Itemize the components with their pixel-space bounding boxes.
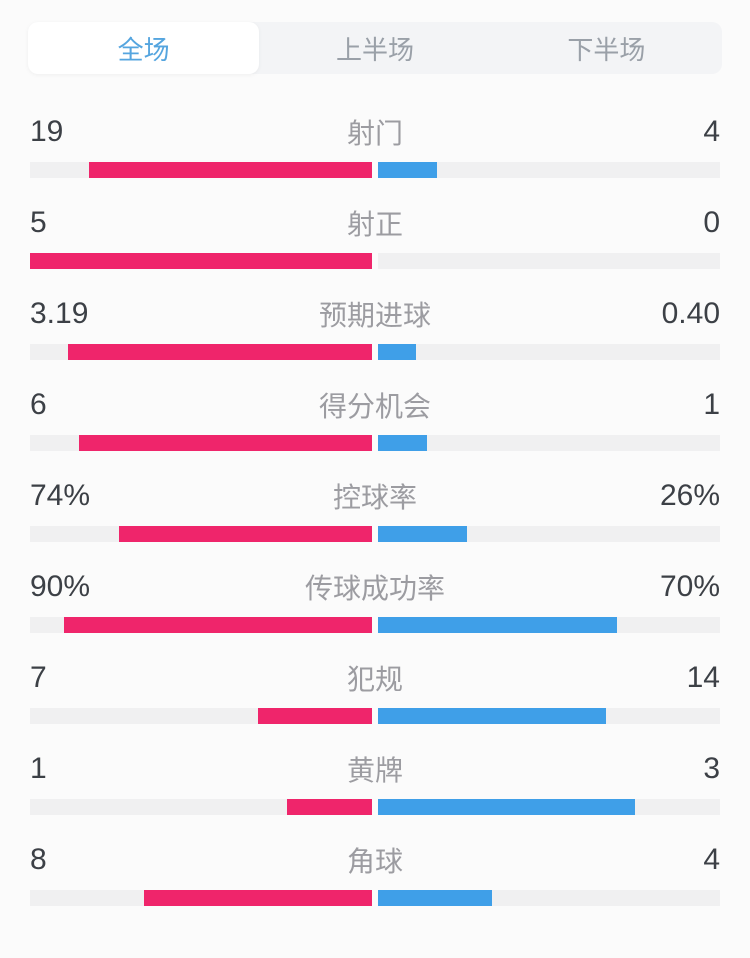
home-value: 7 — [30, 661, 47, 694]
home-bar-track — [30, 344, 372, 360]
away-value: 26% — [659, 479, 720, 512]
home-value: 6 — [30, 388, 47, 421]
home-bar-fill — [78, 435, 372, 451]
home-bar-fill — [118, 526, 372, 542]
home-bar-fill — [68, 344, 372, 360]
home-value: 3.19 — [30, 297, 89, 330]
tab-full-match[interactable]: 全场 — [28, 22, 260, 74]
stat-bar — [30, 890, 720, 906]
stat-row: 6 得分机会 1 — [30, 376, 720, 467]
home-bar-track — [30, 890, 372, 906]
stat-row: 7 犯规 14 — [30, 649, 720, 740]
stat-label: 犯规 — [346, 664, 403, 695]
stat-row: 8 角球 4 — [30, 831, 720, 922]
stat-label: 传球成功率 — [304, 573, 445, 604]
away-bar-fill — [378, 344, 417, 360]
home-bar-track — [30, 162, 372, 178]
stat-bar — [30, 617, 720, 633]
away-bar-track — [378, 253, 720, 269]
tab-first-half[interactable]: 上半场 — [259, 22, 490, 74]
home-bar-fill — [258, 708, 372, 724]
stat-row: 5 射正 0 — [30, 194, 720, 285]
away-bar-track — [378, 435, 720, 451]
home-bar-fill — [286, 799, 372, 815]
tab-second-half[interactable]: 下半场 — [491, 22, 722, 74]
stat-bar — [30, 708, 720, 724]
away-value: 4 — [703, 115, 720, 148]
stat-label: 射门 — [346, 118, 403, 149]
stat-text-line: 1 黄牌 3 — [30, 740, 720, 786]
stat-row: 90% 传球成功率 70% — [30, 558, 720, 649]
away-value: 70% — [659, 570, 720, 603]
home-bar-fill — [30, 253, 372, 269]
stat-text-line: 19 射门 4 — [30, 103, 720, 149]
home-value: 1 — [30, 752, 47, 785]
stat-label: 射正 — [346, 209, 403, 240]
stat-bar — [30, 344, 720, 360]
stat-bar — [30, 799, 720, 815]
home-bar-track — [30, 708, 372, 724]
away-value: 3 — [703, 752, 720, 785]
stat-bar — [30, 526, 720, 542]
away-bar-track — [378, 799, 720, 815]
home-value: 19 — [30, 115, 64, 148]
tab-full-match-label: 全场 — [117, 34, 170, 65]
away-bar-fill — [378, 799, 635, 815]
away-value: 1 — [703, 388, 720, 421]
stat-label: 角球 — [346, 846, 403, 877]
stat-bar — [30, 162, 720, 178]
home-bar-fill — [89, 162, 372, 178]
away-bar-track — [378, 708, 720, 724]
stat-text-line: 90% 传球成功率 70% — [30, 558, 720, 604]
tab-first-half-label: 上半场 — [335, 34, 414, 65]
stat-bar — [30, 253, 720, 269]
home-value: 90% — [30, 570, 91, 603]
stat-text-line: 7 犯规 14 — [30, 649, 720, 695]
away-bar-fill — [378, 526, 467, 542]
home-bar-track — [30, 253, 372, 269]
stat-label: 预期进球 — [318, 300, 431, 331]
stat-text-line: 8 角球 4 — [30, 831, 720, 877]
home-bar-fill — [144, 890, 372, 906]
away-bar-fill — [378, 617, 618, 633]
stat-row: 19 射门 4 — [30, 103, 720, 194]
away-bar-fill — [378, 435, 427, 451]
half-selector-tabs: 全场 上半场 下半场 — [28, 22, 722, 74]
away-value: 0.40 — [661, 297, 720, 330]
stat-text-line: 74% 控球率 26% — [30, 467, 720, 513]
away-bar-fill — [378, 708, 606, 724]
stat-text-line: 3.19 预期进球 0.40 — [30, 285, 720, 331]
away-bar-track — [378, 162, 720, 178]
away-bar-track — [378, 617, 720, 633]
stat-text-line: 6 得分机会 1 — [30, 376, 720, 422]
home-bar-track — [30, 617, 372, 633]
stat-row: 74% 控球率 26% — [30, 467, 720, 558]
tab-second-half-label: 下半场 — [567, 34, 646, 65]
away-value: 14 — [686, 661, 720, 694]
home-bar-track — [30, 799, 372, 815]
home-bar-fill — [64, 617, 372, 633]
away-bar-track — [378, 344, 720, 360]
stat-row: 3.19 预期进球 0.40 — [30, 285, 720, 376]
home-value: 5 — [30, 206, 47, 239]
away-bar-fill — [378, 162, 438, 178]
stat-label: 得分机会 — [318, 391, 431, 422]
stat-row: 1 黄牌 3 — [30, 740, 720, 831]
home-value: 74% — [30, 479, 91, 512]
home-bar-track — [30, 435, 372, 451]
away-value: 4 — [703, 843, 720, 876]
stat-label: 黄牌 — [346, 755, 403, 786]
match-stats-list: 19 射门 4 5 射正 0 — [0, 103, 750, 922]
home-bar-track — [30, 526, 372, 542]
away-bar-fill — [378, 890, 492, 906]
stat-text-line: 5 射正 0 — [30, 194, 720, 240]
away-bar-track — [378, 526, 720, 542]
stat-label: 控球率 — [332, 482, 417, 513]
away-value: 0 — [703, 206, 720, 239]
away-bar-track — [378, 890, 720, 906]
home-value: 8 — [30, 843, 47, 876]
stat-bar — [30, 435, 720, 451]
